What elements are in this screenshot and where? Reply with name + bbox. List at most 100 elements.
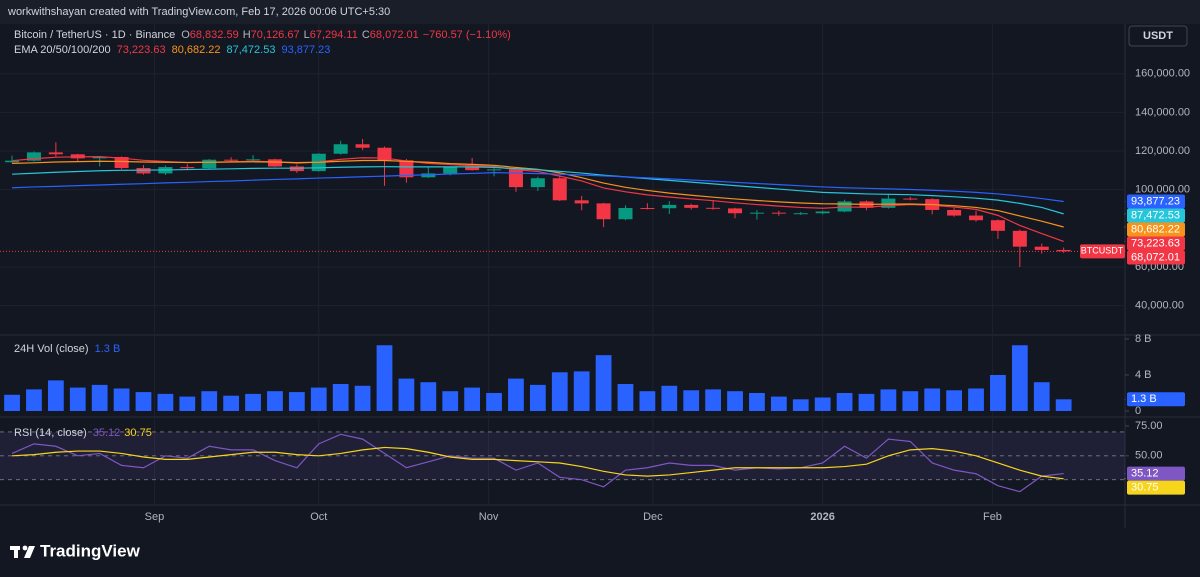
volume-bar — [223, 395, 240, 411]
price-pill-label: 93,877.23 — [1131, 195, 1180, 207]
y-tick-label: 120,000.00 — [1135, 145, 1190, 157]
volume-bar — [332, 383, 349, 411]
attribution: workwithshayan created with TradingView.… — [7, 6, 390, 18]
ohlc-value: 70,126.67 — [251, 29, 300, 41]
price-pill-label: 68,072.01 — [1131, 251, 1180, 263]
candle-body — [793, 213, 808, 215]
candle-body — [355, 144, 370, 148]
candle-body — [771, 212, 786, 214]
y-tick-label: 4 B — [1135, 369, 1152, 381]
candle-body — [903, 198, 918, 200]
volume-bar — [705, 389, 722, 411]
candle-body — [224, 159, 239, 161]
volume-bar — [1055, 399, 1072, 411]
volume-legend: 24H Vol (close) 1.3 B — [14, 343, 120, 355]
volume-bar — [749, 392, 765, 411]
price-pill — [1127, 250, 1185, 265]
candle-body — [684, 204, 699, 208]
ema-value: 80,682.22 — [172, 44, 221, 56]
ohlc-key: H — [243, 29, 251, 41]
volume-bar — [201, 391, 218, 411]
x-tick-label: 2026 — [810, 511, 834, 523]
volume-bar — [508, 378, 524, 411]
volume-bar — [858, 393, 875, 411]
candle-body — [552, 178, 567, 201]
volume-bar — [245, 393, 261, 411]
pill-anchor — [1124, 398, 1126, 400]
candle-body — [114, 157, 129, 169]
pill-anchor — [1124, 213, 1126, 215]
volume-bar — [4, 394, 20, 411]
volume-bar — [770, 396, 787, 411]
volume-bar — [595, 355, 612, 411]
candle-body — [202, 159, 217, 169]
price-pill — [1127, 480, 1185, 495]
ema-value: 73,223.63 — [117, 44, 166, 56]
logo-shape — [22, 545, 28, 551]
volume-bar — [47, 380, 64, 411]
volume-bar — [26, 389, 42, 411]
volume-bar — [157, 393, 174, 411]
price-pill-label: 73,223.63 — [1131, 237, 1180, 249]
ema-line — [12, 166, 1064, 215]
x-tick-label: Nov — [479, 511, 499, 523]
volume-bar — [179, 396, 196, 411]
y-tick-label: 75.00 — [1135, 420, 1163, 432]
volume-bar — [376, 345, 393, 411]
volume-bar — [551, 372, 568, 411]
volume-bar — [1011, 345, 1028, 411]
brand-logo — [10, 545, 35, 558]
candle-body — [990, 220, 1005, 231]
candle-body — [399, 160, 414, 178]
price-pill — [1127, 466, 1185, 481]
symbol-pill — [1080, 244, 1125, 259]
ohlc-key: L — [304, 29, 310, 41]
rsi-line — [12, 446, 1064, 480]
volume-bar — [968, 388, 984, 411]
candle-body — [969, 215, 984, 221]
volume-bar — [398, 378, 415, 411]
y-tick-label: 140,000.00 — [1135, 106, 1190, 118]
currency[interactable]: USDT — [1143, 30, 1173, 42]
candle-body — [574, 200, 589, 204]
candle-body — [5, 160, 20, 163]
logo-shape — [14, 546, 18, 558]
volume-bar — [1033, 382, 1050, 411]
price-pill-label: 1.3 B — [1131, 393, 1157, 405]
price-pill-label: 35.12 — [1131, 467, 1159, 479]
ema-legend: EMA 20/50/100/200 73,223.63 80,682.22 87,47… — [14, 44, 330, 56]
rsi-legend: RSI (14, close) 35.12 30.75 — [14, 427, 152, 439]
header-bar — [0, 0, 1200, 24]
price-legend: Bitcoin / TetherUS · 1D · Binance O68,832… — [14, 29, 511, 41]
candle-body — [706, 207, 721, 209]
price-pill-label: 80,682.22 — [1131, 223, 1180, 235]
ohlc-value: 68,072.01 — [370, 29, 419, 41]
pill-anchor — [1124, 240, 1126, 242]
symbol-title: Bitcoin / TetherUS · 1D · Binance — [14, 29, 175, 41]
pill-anchor — [1124, 478, 1126, 480]
candle-body — [48, 152, 63, 155]
candle-body — [596, 203, 611, 220]
volume-bar — [442, 391, 459, 411]
volume-bar — [946, 390, 963, 411]
candle-body — [26, 152, 41, 161]
y-tick-label: 0 — [1135, 405, 1141, 417]
volume-bar — [267, 391, 283, 411]
candle-body — [333, 144, 348, 154]
volume-title: 24H Vol (close) — [14, 343, 89, 355]
currency-button[interactable] — [1128, 25, 1188, 47]
volume-bar — [529, 384, 546, 411]
candle-body — [947, 209, 962, 216]
plot: Sep Oct Nov Dec 2026 Feb40,000.0060,000.00100… — [0, 68, 1190, 523]
price-pill-label: 30.75 — [1131, 481, 1159, 493]
logo-shape — [24, 546, 35, 558]
symbol-pill-label: BTCUSDT — [1081, 246, 1124, 256]
volume-bar — [486, 392, 502, 411]
ohlc-value: 68,832.59 — [190, 29, 239, 41]
candle-body — [377, 147, 392, 161]
ema-value: 87,472.53 — [227, 44, 276, 56]
volume-bar — [814, 397, 831, 411]
ohlc-key: O — [181, 29, 190, 41]
candle-body — [465, 167, 480, 171]
